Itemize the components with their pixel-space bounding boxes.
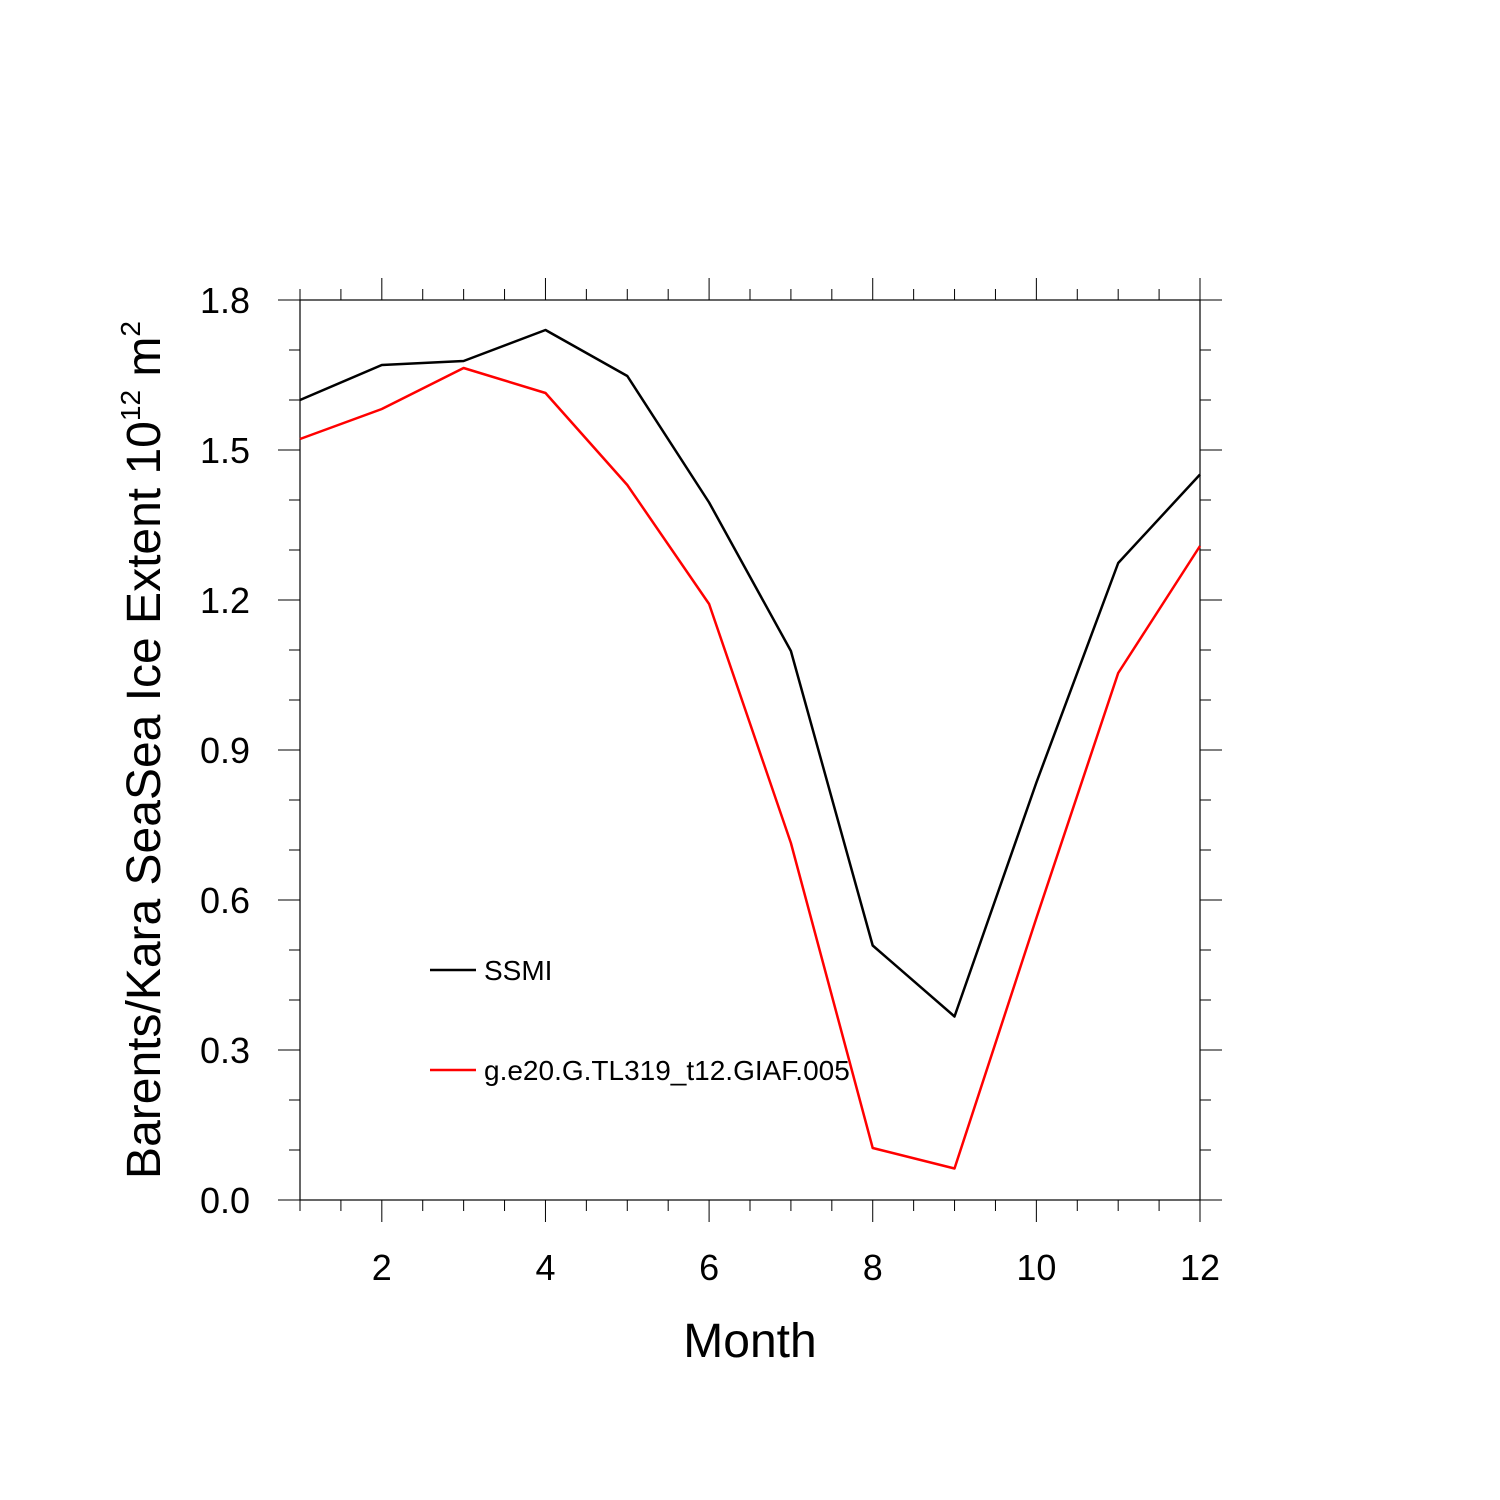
y-tick-label: 1.8 [200,280,250,321]
x-tick-label: 12 [1180,1247,1220,1288]
y-tick-label: 0.3 [200,1030,250,1071]
x-axis-title: Month [683,1315,816,1368]
x-tick-label: 6 [699,1247,719,1288]
y-tick-label: 0.0 [200,1180,250,1221]
tick-labels: 2 4 6 8 10 12 0.0 0.3 0.6 0.9 1.2 1.5 1.8 [200,280,1220,1288]
minor-ticks [289,289,1211,1211]
y-axis-title-unit: m [118,337,171,390]
x-tick-label: 4 [535,1247,555,1288]
y-tick-label: 0.6 [200,880,250,921]
y-tick-label: 0.9 [200,730,250,771]
y-axis-title-main: Barents/Kara SeaSea Ice Extent 10 [118,421,171,1179]
y-tick-label: 1.2 [200,580,250,621]
x-tick-label: 8 [863,1247,883,1288]
legend: SSMI g.e20.G.TL319_t12.GIAF.005 [430,955,850,1086]
legend-label-ssmi: SSMI [484,955,552,986]
x-tick-label: 2 [372,1247,392,1288]
series-line-ssmi [299,328,1201,1018]
x-tick-label: 10 [1016,1247,1056,1288]
y-tick-label: 1.5 [200,430,250,471]
major-ticks [278,278,1222,1222]
series-line-model [299,366,1202,1170]
series-lines [299,328,1202,1170]
legend-label-model: g.e20.G.TL319_t12.GIAF.005 [484,1055,850,1086]
y-axis-title-exponent: 12 [115,390,146,421]
y-axis-title-unit-exponent: 2 [115,321,146,337]
y-axis-title: Barents/Kara SeaSea Ice Extent 1012 m2 [115,321,171,1179]
